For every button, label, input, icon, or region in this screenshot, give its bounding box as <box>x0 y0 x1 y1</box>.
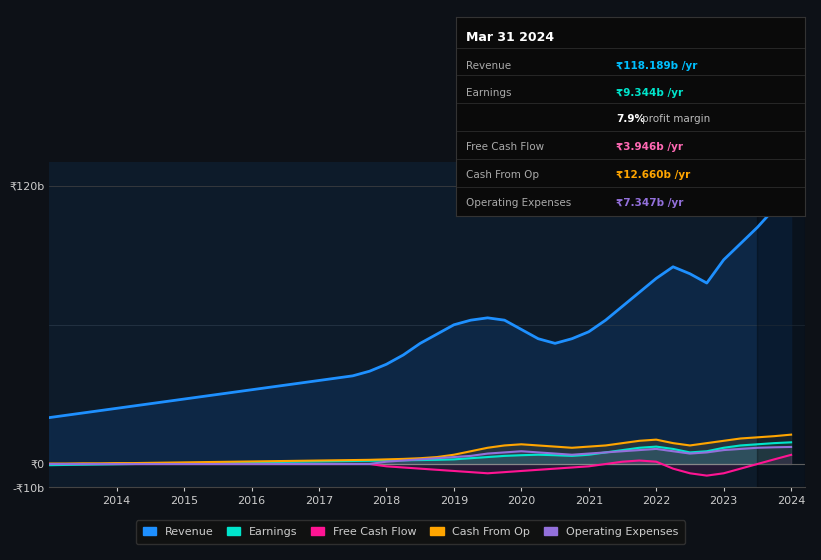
Text: ₹3.946b /yr: ₹3.946b /yr <box>616 142 683 152</box>
Text: profit margin: profit margin <box>642 114 711 124</box>
Bar <box>758 162 805 487</box>
Text: Free Cash Flow: Free Cash Flow <box>466 142 544 152</box>
Text: Revenue: Revenue <box>466 60 511 71</box>
Text: Earnings: Earnings <box>466 88 511 99</box>
Text: ₹7.347b /yr: ₹7.347b /yr <box>616 198 684 208</box>
Text: Mar 31 2024: Mar 31 2024 <box>466 31 554 44</box>
Text: ₹12.660b /yr: ₹12.660b /yr <box>616 170 690 180</box>
Text: Cash From Op: Cash From Op <box>466 170 539 180</box>
Text: ₹118.189b /yr: ₹118.189b /yr <box>616 60 698 71</box>
Text: 7.9%: 7.9% <box>616 114 645 124</box>
Text: Operating Expenses: Operating Expenses <box>466 198 571 208</box>
Legend: Revenue, Earnings, Free Cash Flow, Cash From Op, Operating Expenses: Revenue, Earnings, Free Cash Flow, Cash … <box>136 520 685 544</box>
Text: ₹9.344b /yr: ₹9.344b /yr <box>616 88 683 99</box>
